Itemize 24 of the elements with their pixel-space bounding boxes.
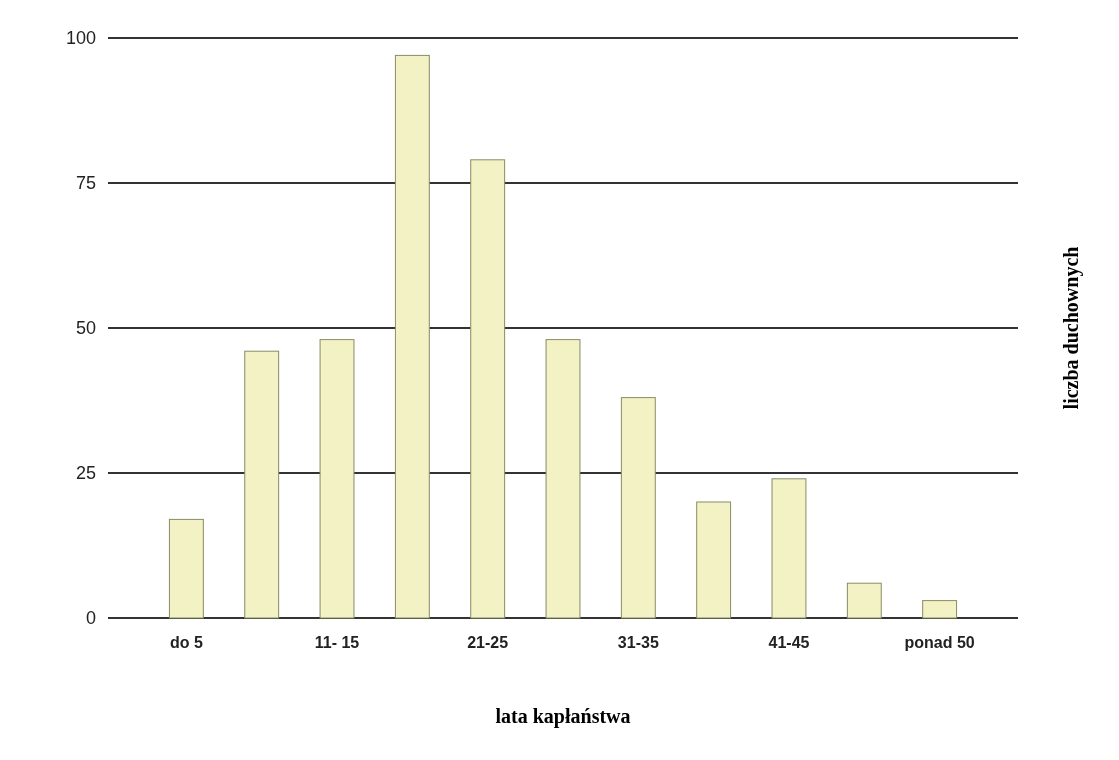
- y-tick-label: 75: [75, 173, 96, 194]
- x-tick-label: 21-25: [467, 634, 509, 651]
- y-tick-label: 50: [75, 318, 96, 339]
- bar: [470, 159, 506, 619]
- bar: [244, 350, 280, 619]
- bar: [620, 397, 656, 619]
- y-tick-label: 25: [75, 463, 96, 484]
- bar: [394, 54, 430, 619]
- y-axis-title: liczba duchownych: [1060, 246, 1083, 410]
- x-axis-title: lata kapłaństwa: [495, 705, 631, 728]
- bar: [846, 582, 882, 619]
- x-tick-label: ponad 50: [904, 634, 975, 651]
- y-tick-label: 0: [85, 608, 96, 629]
- bar: [319, 339, 355, 619]
- x-tick-label: 41-45: [768, 634, 810, 651]
- bar: [922, 600, 958, 619]
- bar: [545, 339, 581, 619]
- y-tick-label: 100: [65, 28, 96, 49]
- bar: [696, 501, 732, 619]
- bar: [168, 518, 204, 619]
- x-tick-label: do 5: [169, 634, 203, 651]
- x-tick-label: 31-35: [617, 634, 659, 651]
- bar: [771, 478, 807, 619]
- x-tick-label: 11- 15: [314, 634, 360, 651]
